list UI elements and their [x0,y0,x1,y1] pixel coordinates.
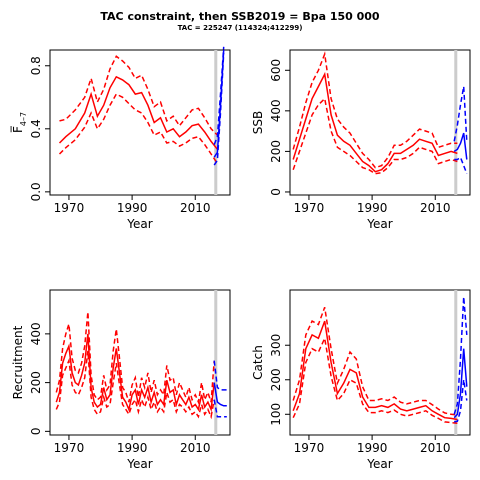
x-tick-label: 2010 [420,441,451,455]
y-axis-label-subscript: 4–7 [19,112,28,126]
projection-lower-bound [213,399,227,418]
historic-upper-bound [292,51,458,169]
plot-frame [289,49,471,196]
y-tick-label: 200 [269,368,283,391]
y-tick-label: 200 [29,371,43,394]
plot-frame [49,49,231,196]
historic-lower-bound [292,97,458,175]
x-tick-label: 1970 [294,441,325,455]
projection-lower-bound [454,156,468,174]
ssb-panel: 1970 1990 2010 0 200 400 600 Year SSB [251,49,471,231]
historic-upper-bound [55,311,215,405]
historic-lower-bound [55,350,215,420]
historic-upper-bound [292,307,458,416]
fbar-panel: 1970 1990 2010 0.0 0.4 0.8 Year F̅4–7 [10,46,231,231]
projection-lower-bound [454,379,468,423]
x-tick-label: 2010 [180,441,211,455]
y-tick-label: 300 [269,334,283,357]
y-axis-label: Catch [251,345,265,380]
recruitment-panel: 1970 1990 2010 0 200 400 Year Recruitment [11,289,231,471]
x-tick-label: 1970 [54,201,85,215]
projection-median [213,49,225,158]
projection-upper-bound [213,360,227,391]
projection-median [453,132,468,160]
y-axis-label: SSB [251,111,265,134]
x-tick-label: 1990 [357,201,388,215]
y-tick-label: 100 [269,403,283,426]
chart-title: TAC constraint, then SSB2019 = Bpa 150 0… [100,10,380,23]
y-tick-label: 0 [269,188,283,196]
plot-frame [49,289,231,436]
historic-median [292,320,458,421]
chart-subtitle: TAC = 225247 (114324;412299) [177,24,303,32]
y-tick-label: 0.8 [29,56,43,75]
x-tick-label: 2010 [420,201,451,215]
historic-median [58,75,218,150]
projection-median [213,382,227,407]
projection-median [453,348,468,419]
historic-lower-bound [58,93,219,164]
y-tick-label: 400 [269,99,283,122]
historic-median [292,71,458,173]
catch-panel: 1970 1990 2010 100 200 300 Year Catch [251,289,471,471]
x-tick-label: 1970 [54,441,85,455]
x-axis-label: Year [126,217,152,231]
y-tick-label: 0 [29,428,43,436]
x-axis-label: Year [366,457,392,471]
y-tick-label: 200 [269,140,283,163]
plot-frame [289,289,471,436]
x-axis-label: Year [126,457,152,471]
x-tick-label: 1990 [117,201,148,215]
historic-upper-bound [59,55,218,136]
historic-median [55,333,215,413]
x-tick-label: 2010 [180,201,211,215]
y-axis-label: Recruitment [11,325,25,399]
x-axis-label: Year [366,217,392,231]
y-tick-label: 0.0 [29,182,43,201]
x-tick-label: 1990 [117,441,148,455]
y-tick-label: 600 [269,59,283,82]
x-tick-label: 1970 [294,201,325,215]
x-tick-label: 1990 [357,441,388,455]
y-tick-label: 0.4 [29,119,43,138]
y-axis-label: F̅4–7 [10,112,28,133]
historic-lower-bound [292,335,458,425]
projection-upper-bound [453,86,468,142]
projection-upper-bound [453,296,468,415]
y-tick-label: 400 [29,322,43,345]
